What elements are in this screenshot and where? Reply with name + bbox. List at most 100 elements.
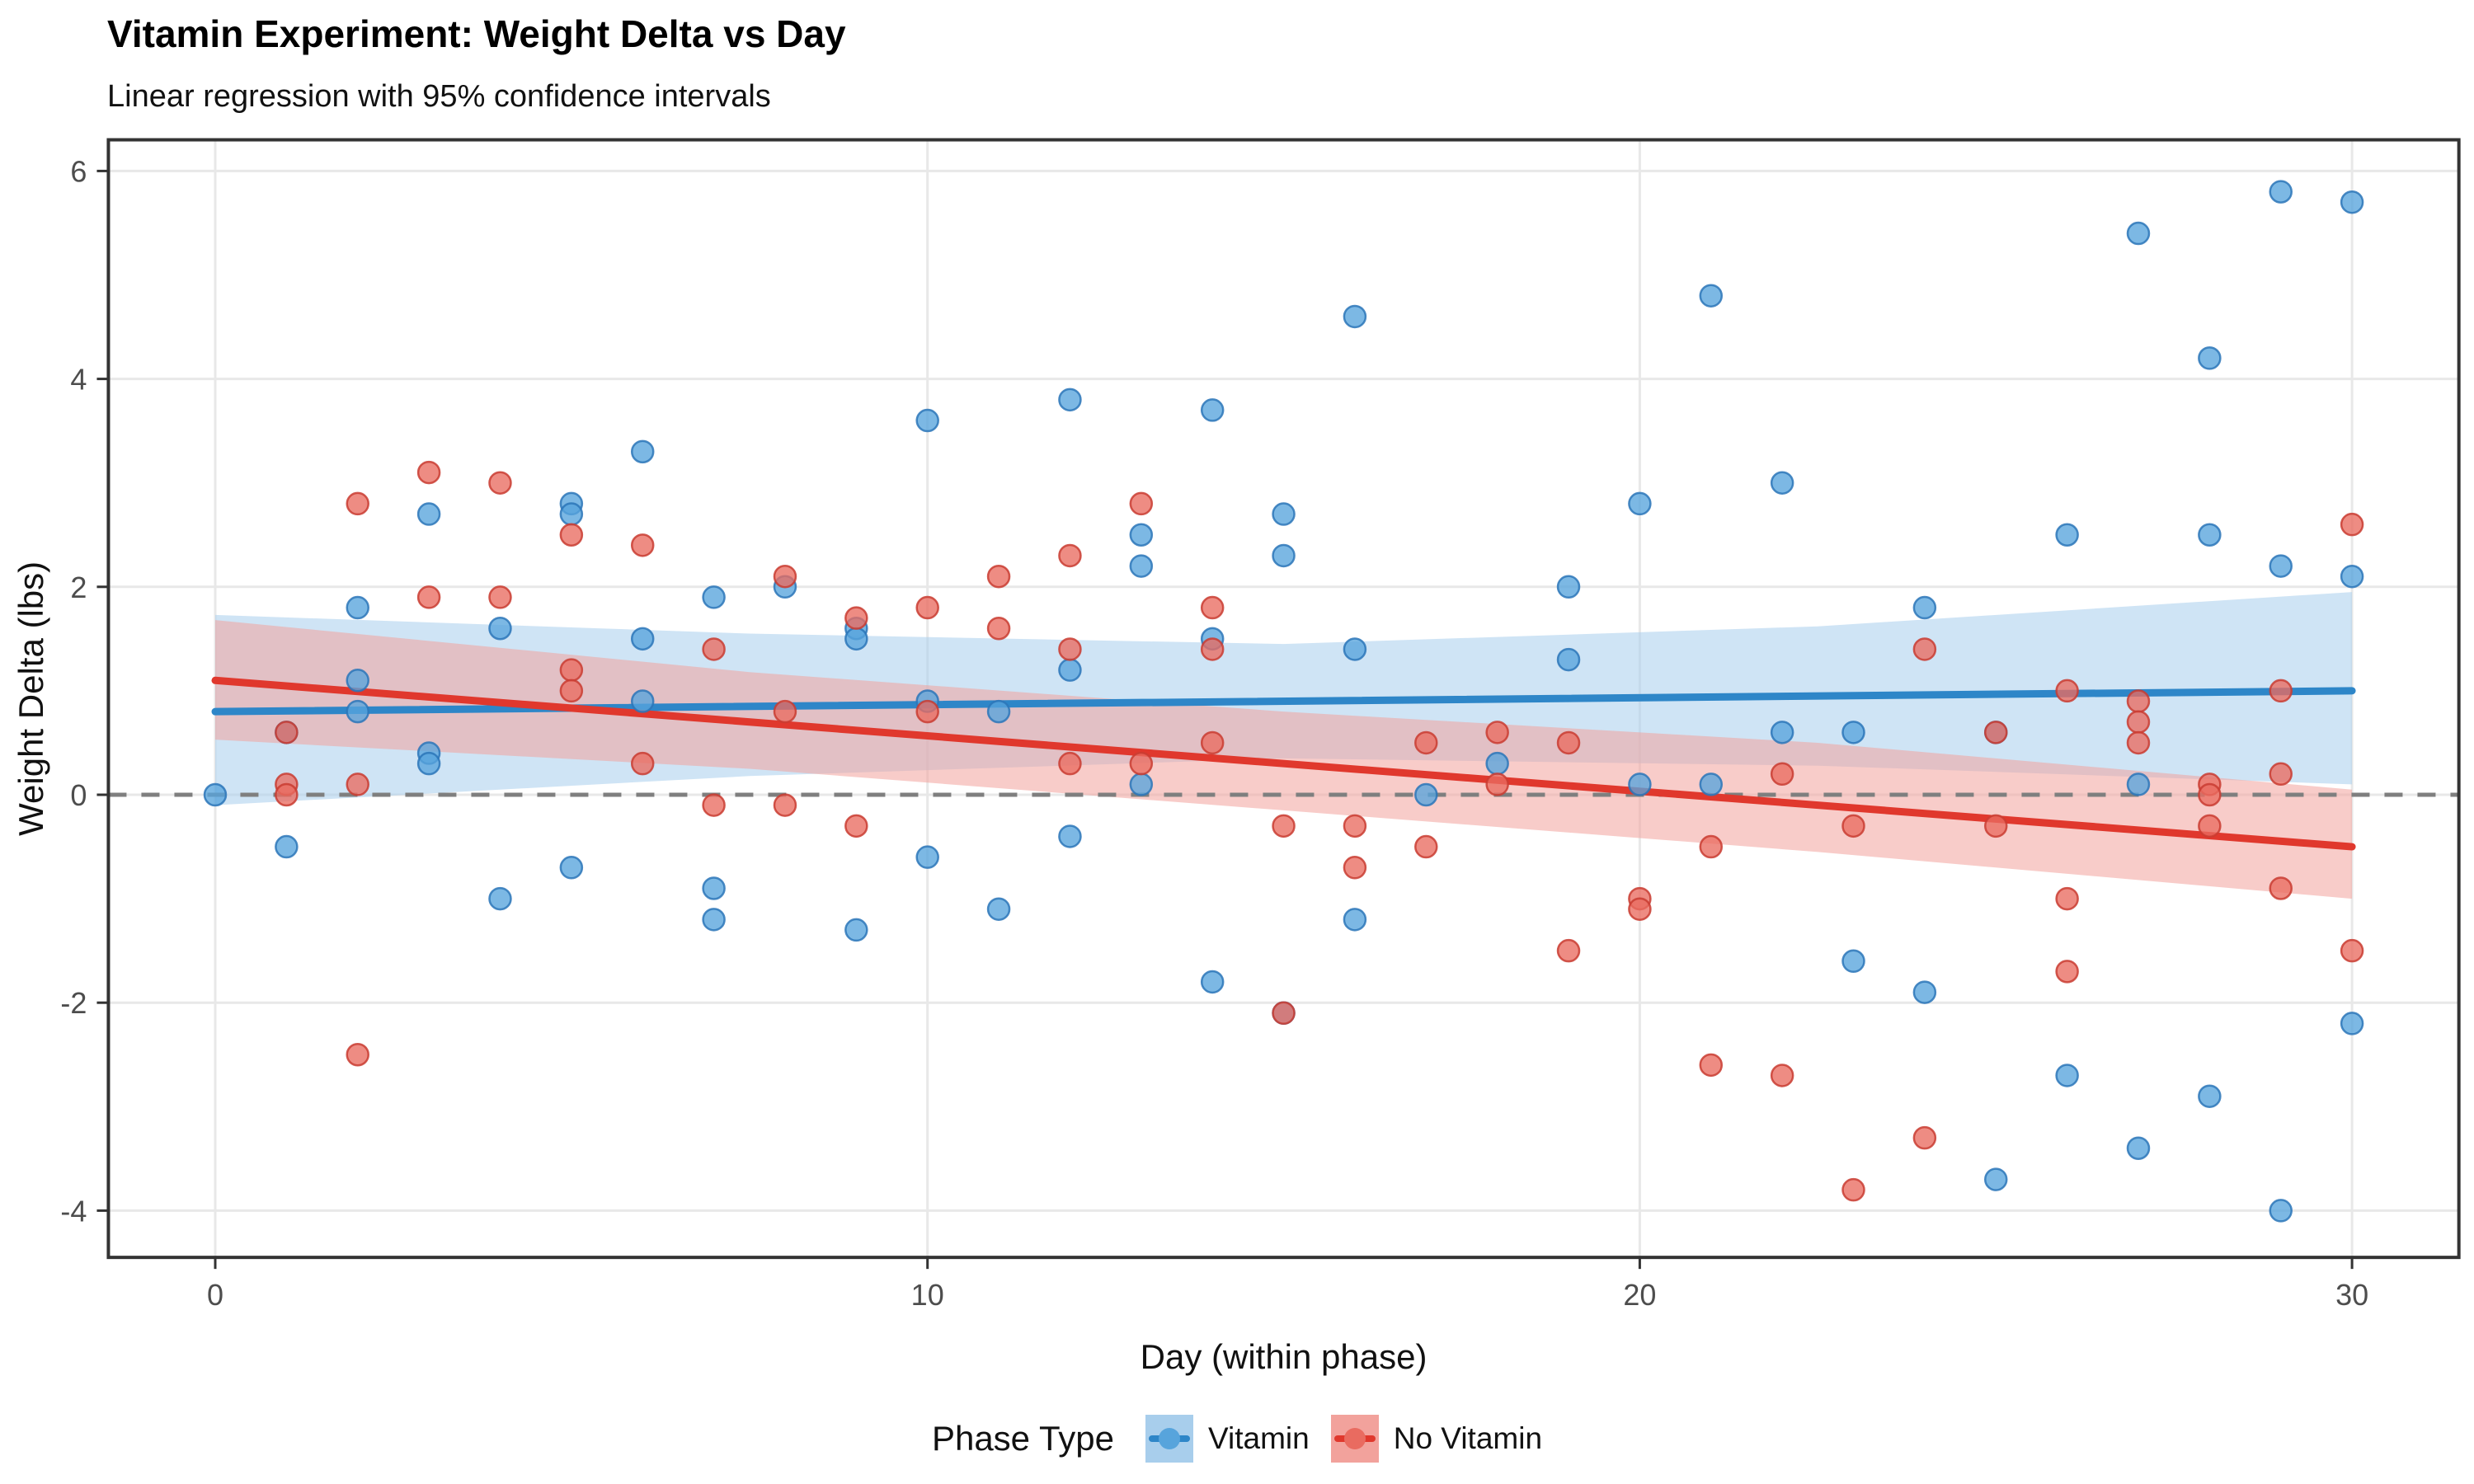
data-point (346, 595, 369, 620)
data-point (488, 585, 512, 609)
data-point (1129, 773, 1154, 796)
data-point (2198, 346, 2222, 370)
data-point (2198, 782, 2222, 807)
legend-entry-vitamin[interactable]: Vitamin (1145, 1415, 1310, 1463)
data-point (2055, 679, 2079, 703)
y-axis-title: Weight Delta (lbs) (12, 561, 50, 836)
data-point (1556, 575, 1581, 599)
data-point (2126, 730, 2151, 755)
x-tick-label: 30 (2335, 1278, 2368, 1312)
x-tick-label: 0 (207, 1278, 223, 1312)
data-point (1628, 491, 1652, 516)
data-point (2126, 689, 2151, 713)
data-point (2340, 190, 2364, 214)
data-point (1628, 773, 1652, 796)
data-point (1272, 1001, 1296, 1026)
data-point (1485, 773, 1509, 796)
legend-entry-no-vitamin[interactable]: No Vitamin (1330, 1415, 1542, 1463)
data-point (1699, 773, 1724, 796)
data-point (346, 699, 369, 724)
data-point (1699, 284, 1724, 308)
data-point (1770, 471, 1794, 495)
data-point (2340, 564, 2364, 589)
data-point (844, 627, 868, 651)
data-point (1628, 897, 1652, 921)
data-point (559, 856, 584, 880)
data-point (702, 876, 726, 900)
legend-label-vitamin: Vitamin (1208, 1421, 1310, 1455)
data-point (630, 533, 655, 557)
data-point (630, 689, 655, 713)
data-point (2198, 814, 2222, 838)
data-point (773, 793, 797, 817)
data-point (1912, 637, 1937, 661)
data-point (702, 793, 726, 817)
data-point (702, 637, 726, 661)
data-point (1129, 523, 1154, 547)
x-tick-label: 20 (1623, 1278, 1656, 1312)
data-point (986, 897, 1011, 921)
data-point (630, 751, 655, 776)
data-point (2340, 1012, 2364, 1036)
data-point (1699, 1053, 1724, 1078)
data-point (1984, 1167, 2008, 1191)
y-tick-label: -2 (60, 986, 87, 1020)
data-point (2269, 679, 2293, 703)
y-tick-label: 4 (70, 363, 87, 397)
data-point (416, 751, 441, 776)
data-point (1984, 814, 2008, 838)
data-point (1129, 491, 1154, 516)
data-point (1058, 658, 1082, 682)
data-point (2055, 523, 2079, 547)
data-point (1841, 721, 1865, 744)
data-point (346, 773, 369, 796)
data-point (559, 502, 584, 526)
chart-title: Vitamin Experiment: Weight Delta vs Day (107, 12, 846, 55)
data-point (702, 908, 726, 932)
legend-title: Phase Type (931, 1419, 1115, 1458)
data-point (1912, 980, 1937, 1004)
data-point (1343, 637, 1367, 661)
panel-border (106, 138, 2461, 1260)
data-point (2269, 1199, 2293, 1223)
data-point (1485, 721, 1509, 744)
data-point (844, 814, 868, 838)
data-point (2055, 1064, 2079, 1087)
data-point (1129, 751, 1154, 776)
data-point (275, 721, 299, 744)
data-point (773, 699, 797, 724)
data-point (1485, 751, 1509, 776)
data-point (1770, 1064, 1794, 1087)
data-point (1200, 637, 1225, 661)
data-point (346, 491, 369, 516)
data-point (1841, 1177, 1865, 1202)
data-point (1414, 730, 1438, 755)
data-point (1058, 824, 1082, 848)
data-point (773, 564, 797, 589)
data-point (2269, 554, 2293, 578)
data-point (1770, 721, 1794, 744)
data-point (2198, 523, 2222, 547)
data-point (915, 595, 939, 620)
data-point (1699, 834, 1724, 859)
data-point (844, 918, 868, 942)
data-point (1556, 730, 1581, 755)
data-point (986, 699, 1011, 724)
data-point (2198, 1084, 2222, 1108)
no-vitamin-key-icon (1330, 1415, 1379, 1463)
data-point (1414, 782, 1438, 807)
data-point (1556, 647, 1581, 672)
data-point (1770, 762, 1794, 787)
data-point (1984, 721, 2008, 744)
data-point (346, 1043, 369, 1067)
data-point (1200, 398, 1225, 422)
data-point (1272, 814, 1296, 838)
data-point (1343, 814, 1367, 838)
no-vitamin-points (275, 460, 2364, 1202)
y-tick-label: -4 (60, 1194, 87, 1228)
data-point (1200, 730, 1225, 755)
chart-subtitle: Linear regression with 95% confidence in… (107, 79, 771, 114)
data-point (2269, 876, 2293, 900)
data-point (630, 439, 655, 464)
